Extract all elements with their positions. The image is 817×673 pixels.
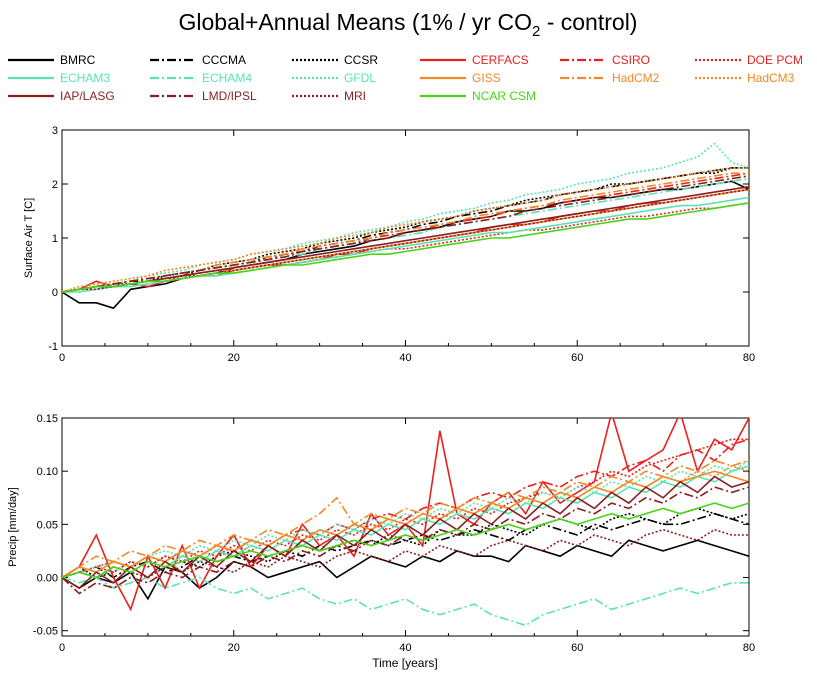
series-line-echam3 — [62, 465, 749, 579]
chart-title-tail: - control) — [540, 9, 637, 35]
y-tick-label: 0 — [52, 287, 58, 299]
legend-item-hadcm2: HadCM2 — [560, 71, 660, 85]
plot-frame-precip — [61, 417, 750, 637]
series-line-bmrc — [62, 180, 749, 310]
legend-item-doe-pcm: DOE PCM — [695, 53, 803, 67]
series-line-ncar-csm — [62, 202, 749, 293]
legend-item-csiro: CSIRO — [560, 53, 650, 67]
panel-precipitation: 0 20 40 60 80 -0.05 0.00 0.05 0.10 0.15 Precip [m… — [7, 413, 755, 670]
series-line-gfdl — [62, 459, 749, 579]
x-tick-label: 20 — [228, 352, 240, 364]
legend-label-cerfacs: CERFACS — [472, 53, 529, 67]
x-tick-label: 60 — [571, 352, 583, 364]
legend-label-csiro: CSIRO — [612, 53, 650, 67]
series-line-gfdl — [62, 142, 749, 293]
series-line-ncar-csm — [62, 502, 749, 579]
y-tick-label: 0.10 — [37, 466, 58, 478]
precip-x-axis-label: Time [years] — [372, 656, 438, 670]
chart-title-main: Global+Annual Means (1% / yr CO — [179, 9, 532, 35]
series-line-iap-lasg — [62, 185, 749, 293]
x-tick-label: 40 — [399, 352, 411, 364]
legend-label-cccma: CCCMA — [202, 53, 246, 67]
temp-series-lines — [62, 142, 749, 310]
x-tick-label: 0 — [59, 642, 65, 654]
legend: BMRC CCCMA CCSR CERFACS CSIRO DOE PCM ECHAM3 EC… — [8, 53, 803, 103]
legend-label-ncar-csm: NCAR CSM — [472, 89, 536, 103]
x-tick-label: 80 — [743, 642, 755, 654]
legend-item-mri: MRI — [292, 89, 366, 103]
series-line-lmd-ipsl — [62, 175, 749, 293]
y-tick-label: 2 — [52, 179, 58, 191]
series-line-echam4 — [62, 576, 749, 627]
legend-label-giss: GISS — [472, 71, 501, 85]
legend-label-gfdl: GFDL — [344, 71, 376, 85]
y-tick-label: 0.05 — [37, 519, 58, 531]
y-tick-label: 1 — [52, 233, 58, 245]
legend-item-lmd-ipsl: LMD/IPSL — [150, 89, 257, 103]
legend-label-bmrc: BMRC — [60, 53, 96, 67]
x-tick-label: 40 — [399, 642, 411, 654]
legend-item-iap-lasg: IAP/LASG — [8, 89, 115, 103]
x-tick-label: 20 — [228, 642, 240, 654]
x-tick-label: 80 — [743, 352, 755, 364]
legend-label-hadcm3: HadCM3 — [747, 71, 795, 85]
legend-label-doe-pcm: DOE PCM — [747, 53, 803, 67]
chart-title: Global+Annual Means (1% / yr CO2 - contr… — [179, 9, 638, 40]
legend-label-echam3: ECHAM3 — [60, 71, 110, 85]
legend-item-giss: GISS — [420, 71, 501, 85]
legend-item-echam4: ECHAM4 — [150, 71, 252, 85]
legend-item-gfdl: GFDL — [292, 71, 376, 85]
legend-item-bmrc: BMRC — [8, 53, 96, 67]
y-tick-label: -0.05 — [33, 626, 58, 638]
series-line-iap-lasg — [62, 475, 749, 590]
legend-label-echam4: ECHAM4 — [202, 71, 252, 85]
series-line-echam4 — [62, 177, 749, 293]
series-line-mri — [62, 528, 749, 579]
legend-label-ccsr: CCSR — [344, 53, 378, 67]
precip-y-axis-label: Precip [mm/day] — [7, 487, 19, 566]
y-tick-label: 3 — [52, 125, 58, 137]
precip-series-lines — [62, 418, 749, 627]
chart-title-subscript: 2 — [532, 23, 540, 40]
legend-label-mri: MRI — [344, 89, 366, 103]
legend-label-lmd-ipsl: LMD/IPSL — [202, 89, 257, 103]
y-tick-label: -1 — [48, 341, 58, 353]
legend-label-iap-lasg: IAP/LASG — [60, 89, 115, 103]
temp-y-axis-label: Surface Air T [C] — [23, 198, 35, 278]
legend-label-hadcm2: HadCM2 — [612, 71, 660, 85]
y-tick-label: 0.15 — [37, 413, 58, 425]
x-tick-label: 60 — [571, 642, 583, 654]
legend-item-ncar-csm: NCAR CSM — [420, 89, 536, 103]
legend-item-echam3: ECHAM3 — [8, 71, 110, 85]
legend-item-cccma: CCCMA — [150, 53, 246, 67]
precip-axis-ticks: 0 20 40 60 80 -0.05 0.00 0.05 0.10 0.15 — [33, 413, 755, 654]
series-line-cerfacs — [62, 418, 749, 612]
plot-frame-temp — [61, 129, 750, 347]
series-line-bmrc — [62, 539, 749, 601]
y-tick-label: 0.00 — [37, 573, 58, 585]
legend-item-hadcm3: HadCM3 — [695, 71, 795, 85]
series-line-hadcm3 — [62, 167, 749, 293]
x-tick-label: 0 — [59, 352, 65, 364]
legend-item-cerfacs: CERFACS — [420, 53, 529, 67]
legend-item-ccsr: CCSR — [292, 53, 378, 67]
